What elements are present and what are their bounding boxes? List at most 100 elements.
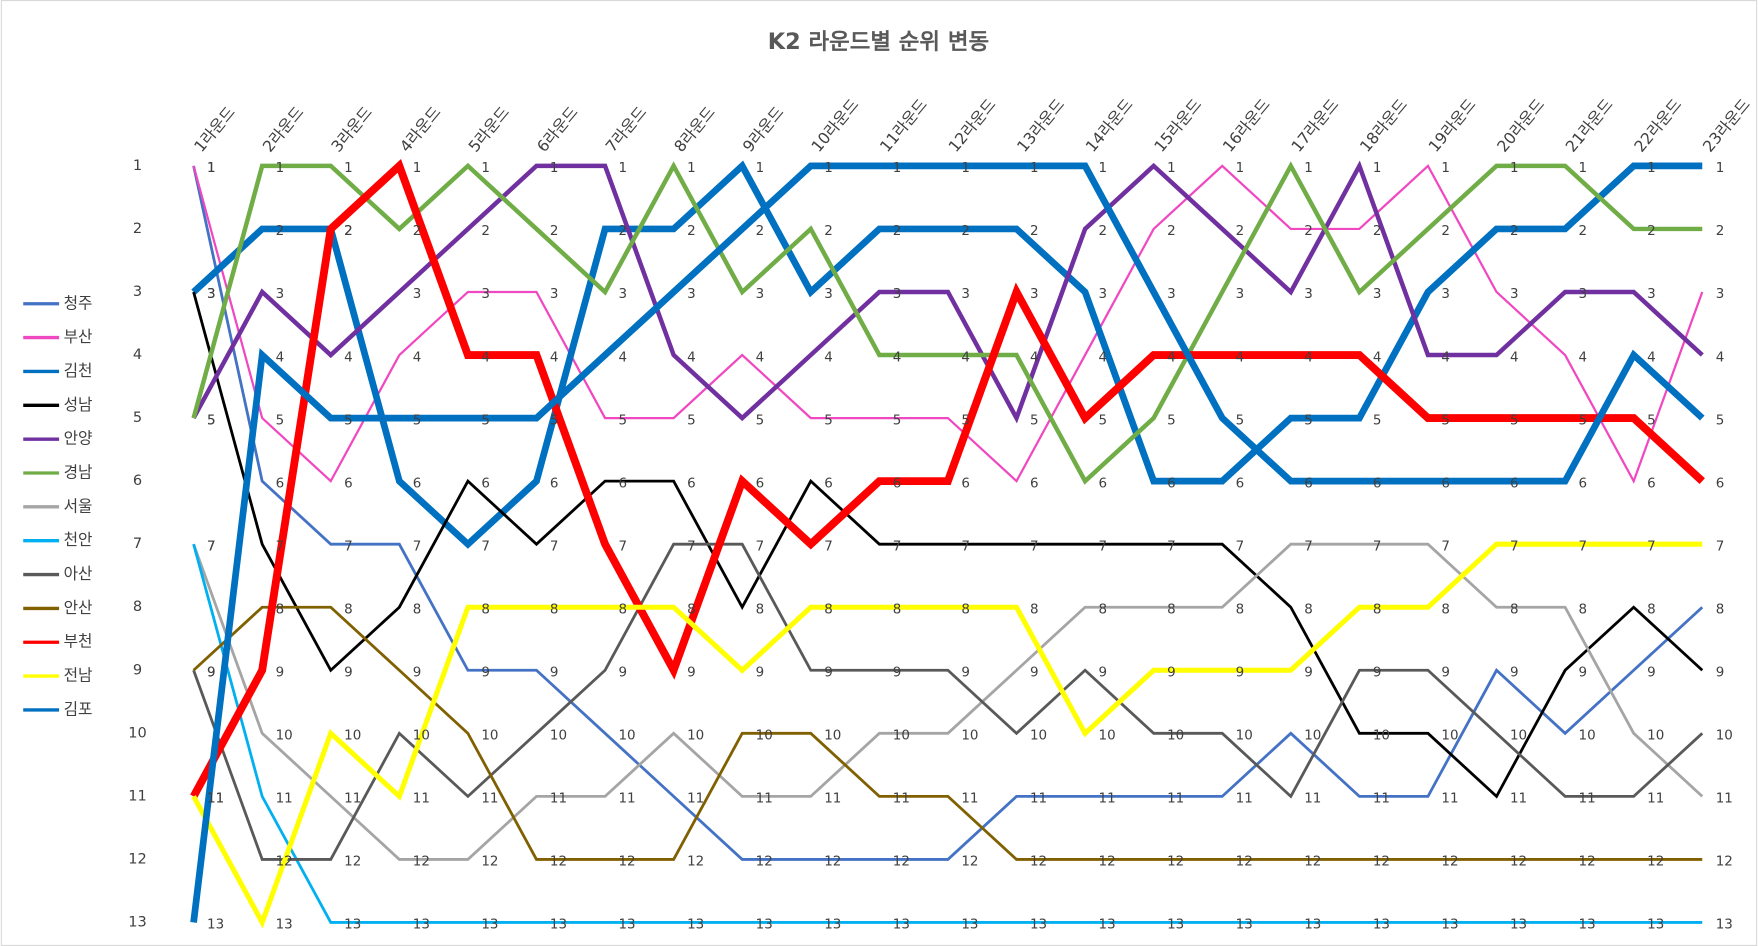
data-label: 5	[687, 413, 696, 428]
legend-label: 김천	[64, 361, 93, 380]
data-label: 11	[1099, 792, 1116, 807]
data-label: 11	[550, 792, 567, 807]
y-tick-label: 10	[128, 724, 147, 741]
data-label: 13	[1099, 918, 1116, 933]
data-label: 2	[1441, 224, 1450, 239]
data-label: 4	[824, 350, 833, 365]
data-label: 11	[481, 792, 498, 807]
data-label: 4	[1304, 350, 1313, 365]
data-label: 3	[1579, 287, 1588, 302]
data-label: 9	[481, 666, 490, 681]
data-label: 4	[1647, 350, 1656, 365]
data-label: 12	[687, 855, 704, 870]
data-label: 4	[687, 350, 696, 365]
data-label: 4	[344, 350, 353, 365]
data-label: 8	[1099, 602, 1108, 617]
data-label: 9	[619, 666, 628, 681]
data-label: 1	[619, 161, 628, 176]
y-tick-label: 8	[133, 598, 142, 615]
data-label: 9	[824, 666, 833, 681]
data-label: 3	[1373, 287, 1382, 302]
data-label: 11	[1167, 792, 1184, 807]
data-label: 5	[1030, 413, 1039, 428]
data-label: 3	[481, 287, 490, 302]
data-label: 1	[1030, 161, 1039, 176]
data-label: 8	[1030, 602, 1039, 617]
data-label: 11	[207, 792, 224, 807]
data-label: 7	[1167, 539, 1176, 554]
data-label: 7	[961, 539, 970, 554]
data-label: 11	[1236, 792, 1253, 807]
data-label: 11	[1510, 792, 1527, 807]
data-label: 13	[550, 918, 567, 933]
data-label: 6	[481, 476, 490, 491]
data-label: 9	[893, 666, 902, 681]
data-label: 8	[344, 602, 353, 617]
data-label: 2	[1716, 224, 1725, 239]
data-label: 6	[1030, 476, 1039, 491]
data-label: 4	[619, 350, 628, 365]
data-label: 3	[824, 287, 833, 302]
series-line	[191, 541, 1703, 929]
series-line	[192, 543, 1703, 924]
data-label: 11	[413, 792, 430, 807]
data-label: 12	[756, 855, 773, 870]
data-label: 1	[756, 161, 765, 176]
data-label: 6	[1510, 476, 1519, 491]
data-label: 7	[344, 539, 353, 554]
data-label: 12	[893, 855, 910, 870]
data-label: 6	[1304, 476, 1313, 491]
data-label: 13	[1441, 918, 1458, 933]
data-label: 3	[961, 287, 970, 302]
data-label: 9	[1236, 666, 1245, 681]
data-label: 12	[550, 855, 567, 870]
y-tick-label: 2	[133, 220, 142, 237]
data-label: 7	[207, 539, 216, 554]
data-label: 13	[1304, 918, 1321, 933]
data-label: 13	[1167, 918, 1184, 933]
data-label: 8	[1373, 602, 1382, 617]
data-label: 8	[1236, 602, 1245, 617]
data-label: 12	[1030, 855, 1047, 870]
data-label: 7	[481, 539, 490, 554]
data-label: 7	[893, 539, 902, 554]
data-label: 4	[276, 350, 285, 365]
data-label: 5	[413, 413, 422, 428]
data-label: 6	[961, 476, 970, 491]
data-label: 9	[550, 666, 559, 681]
data-label: 5	[550, 413, 559, 428]
data-label: 12	[1510, 855, 1527, 870]
data-label: 9	[1579, 666, 1588, 681]
data-label: 8	[1167, 602, 1176, 617]
data-label: 7	[550, 539, 559, 554]
data-label: 5	[1099, 413, 1108, 428]
data-label: 2	[1236, 224, 1245, 239]
data-label: 5	[1373, 413, 1382, 428]
data-label: 13	[1510, 918, 1527, 933]
data-label: 10	[961, 729, 978, 744]
data-label: 1	[1579, 161, 1588, 176]
data-label: 6	[1579, 476, 1588, 491]
data-label: 2	[481, 224, 490, 239]
data-label: 2	[687, 224, 696, 239]
data-label: 10	[1236, 729, 1253, 744]
data-label: 1	[413, 161, 422, 176]
data-label: 3	[619, 287, 628, 302]
data-label: 6	[1441, 476, 1450, 491]
data-label: 8	[824, 602, 833, 617]
data-label: 9	[344, 666, 353, 681]
data-label: 4	[1373, 350, 1382, 365]
data-label: 7	[1099, 539, 1108, 554]
data-label: 3	[1099, 287, 1108, 302]
data-label: 11	[824, 792, 841, 807]
data-label: 11	[1373, 792, 1390, 807]
data-label: 4	[1579, 350, 1588, 365]
data-label: 13	[961, 918, 978, 933]
data-label: 5	[756, 413, 765, 428]
data-label: 12	[961, 855, 978, 870]
data-label: 9	[1510, 666, 1519, 681]
data-label: 6	[824, 476, 833, 491]
series-line	[190, 162, 1705, 923]
data-label: 1	[207, 161, 216, 176]
